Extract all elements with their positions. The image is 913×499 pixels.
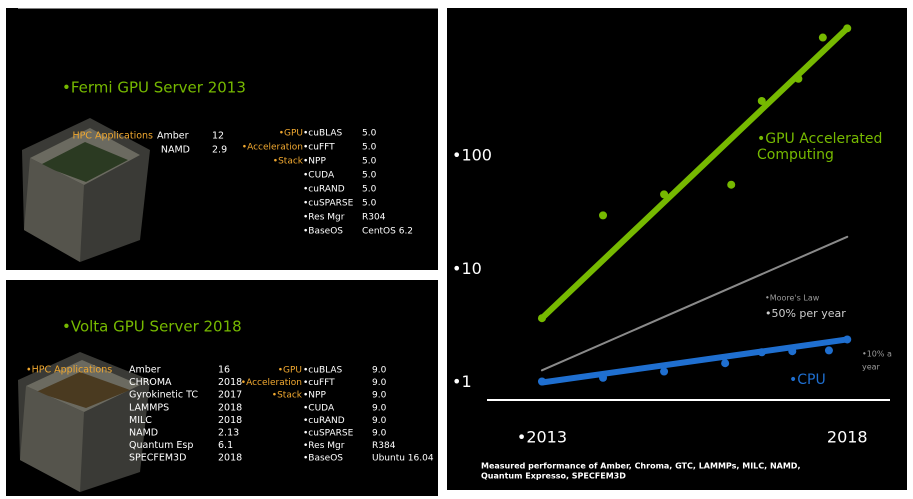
footnote: Measured performance of Amber, Chroma, G… <box>481 462 800 471</box>
stack-item: •CUDA <box>303 403 335 413</box>
annotation: •50% per year <box>765 307 846 320</box>
stack-item: •cuSPARSE <box>303 429 354 439</box>
stack-item: •cuBLAS <box>303 129 343 139</box>
stack-version: 9.0 <box>372 429 387 439</box>
stack-item: •NPP <box>303 391 326 401</box>
y-tick-label: •1 <box>452 372 472 391</box>
stack-label: •GPU <box>279 129 303 139</box>
annotation: year <box>862 363 881 372</box>
apps-label: HPC Applications <box>72 131 153 142</box>
apps-label: •HPC Applications <box>26 365 112 376</box>
stack-label: •Stack <box>272 391 303 401</box>
stack-item: •cuFFT <box>303 378 335 388</box>
y-tick-label: •100 <box>452 146 492 165</box>
data-point <box>757 348 766 357</box>
stack-item: •BaseOS <box>303 454 343 464</box>
server-image <box>18 352 150 492</box>
y-tick-label: •10 <box>452 259 482 278</box>
stack-item: •NPP <box>303 157 326 167</box>
stack-item: •cuFFT <box>303 143 335 153</box>
app-name: Gyrokinetic TC <box>129 390 198 401</box>
app-version: 16 <box>218 365 230 376</box>
app-version: 2018 <box>218 453 242 464</box>
stack-version: 5.0 <box>362 199 377 209</box>
trend-line <box>538 25 851 322</box>
stack-version: CentOS 6.2 <box>362 227 413 237</box>
app-name: LAMMPS <box>129 402 169 413</box>
data-point <box>824 346 833 355</box>
stack-item: •Res Mgr <box>303 213 345 223</box>
stack-label: •Acceleration <box>242 143 303 153</box>
panel-title: •Volta GPU Server 2018 <box>62 318 242 336</box>
app-name: NAMD <box>129 428 158 439</box>
stack-version: 5.0 <box>362 129 377 139</box>
app-name: SPECFEM3D <box>129 453 186 464</box>
app-version: 2.9 <box>212 145 227 156</box>
stack-item: •cuBLAS <box>303 366 343 376</box>
panel-title: •Fermi GPU Server 2013 <box>62 79 246 97</box>
data-point <box>599 211 608 220</box>
annotation: •10% a <box>862 350 892 359</box>
stack-version: 5.0 <box>362 185 377 195</box>
trend-line <box>538 336 851 386</box>
data-point <box>843 335 852 344</box>
app-name: NAMD <box>161 145 190 156</box>
app-name: Amber <box>129 365 161 376</box>
app-version: 2018 <box>218 415 242 426</box>
data-point <box>818 33 827 42</box>
app-version: 6.1 <box>218 440 233 451</box>
x-tick-label: •2013 <box>517 428 567 447</box>
trend-line <box>540 235 849 372</box>
stack-version: Ubuntu 16.04 <box>372 454 434 464</box>
stack-version: R384 <box>372 441 396 451</box>
stack-version: 5.0 <box>362 171 377 181</box>
app-name: Quantum Esp <box>129 440 193 451</box>
data-point <box>727 180 736 189</box>
app-version: 2017 <box>218 390 242 401</box>
stack-version: 9.0 <box>372 403 387 413</box>
stack-version: 5.0 <box>362 157 377 167</box>
stack-item: •BaseOS <box>303 227 343 237</box>
app-version: 2018 <box>218 377 242 388</box>
data-point <box>599 373 608 382</box>
stack-version: R304 <box>362 213 386 223</box>
stack-item: •Res Mgr <box>303 441 345 451</box>
data-point <box>757 96 766 105</box>
stack-item: •CUDA <box>303 171 335 181</box>
app-version: 12 <box>212 131 224 142</box>
annotation: •Moore's Law <box>765 294 820 303</box>
stack-item: •cuSPARSE <box>303 199 354 209</box>
data-point <box>537 377 546 386</box>
stack-item: •cuRAND <box>303 416 345 426</box>
chart-panel <box>447 8 907 490</box>
server-image <box>22 118 150 262</box>
data-point <box>788 347 797 356</box>
stack-version: 9.0 <box>372 366 387 376</box>
annotation: •CPU <box>789 372 826 388</box>
stack-label: •Stack <box>273 157 304 167</box>
data-point <box>660 367 669 376</box>
stack-version: 9.0 <box>372 378 387 388</box>
app-name: MILC <box>129 415 152 426</box>
app-name: Amber <box>157 131 189 142</box>
app-version: 2018 <box>218 402 242 413</box>
stack-version: 5.0 <box>362 143 377 153</box>
app-name: CHROMA <box>129 377 172 388</box>
footnote: Quantum Expresso, SPECFEM3D <box>481 472 626 481</box>
annotation: Computing <box>757 147 834 163</box>
data-point <box>721 359 730 368</box>
app-version: 2.13 <box>218 428 239 439</box>
stack-version: 9.0 <box>372 416 387 426</box>
x-tick-label: 2018 <box>827 428 868 447</box>
stack-item: •cuRAND <box>303 185 345 195</box>
stack-version: 9.0 <box>372 391 387 401</box>
annotation: •GPU Accelerated <box>757 131 882 147</box>
stack-label: •GPU <box>278 366 302 376</box>
stack-label: •Acceleration <box>241 378 302 388</box>
